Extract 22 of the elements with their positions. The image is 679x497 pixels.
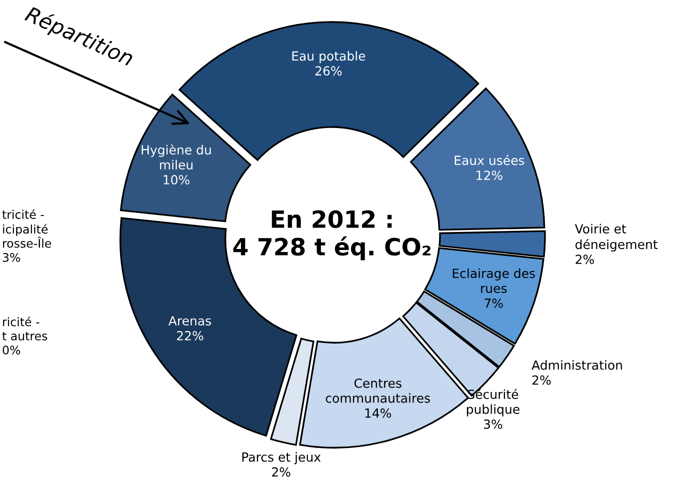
slice-label: Administration: [532, 360, 622, 370]
data-label: 14%: [365, 408, 392, 418]
data-label: 22%: [177, 331, 204, 340]
data-label: 10%: [164, 175, 190, 184]
data-label: 12%: [476, 170, 502, 180]
text: ricité - t autres 0%: [2, 316, 48, 355]
slice-label: Arenas: [168, 316, 211, 326]
slice-label: Parcs et jeux: [242, 452, 321, 464]
data-label: 3%: [484, 419, 502, 429]
data-label: 2%: [532, 375, 551, 385]
data-label: 2%: [272, 467, 290, 477]
data-label: 7%: [484, 298, 503, 308]
text: tricité - icipalité rosse-Île 3%: [2, 209, 52, 262]
slice-label: Hygiène du mileu: [142, 144, 211, 170]
data-label: 26%: [315, 66, 342, 76]
text: En 2012 : 4 728 t éq. CO₂: [233, 210, 430, 260]
slice-label: Centres communautaires: [326, 378, 430, 403]
slice-label: Voirie et déneigement: [574, 224, 658, 252]
slice-label: Eclairage des rues: [452, 268, 535, 294]
slice-label: Eau potable: [292, 51, 366, 64]
slice-label: Eaux usées: [454, 154, 524, 166]
data-label: 2%: [576, 254, 594, 264]
